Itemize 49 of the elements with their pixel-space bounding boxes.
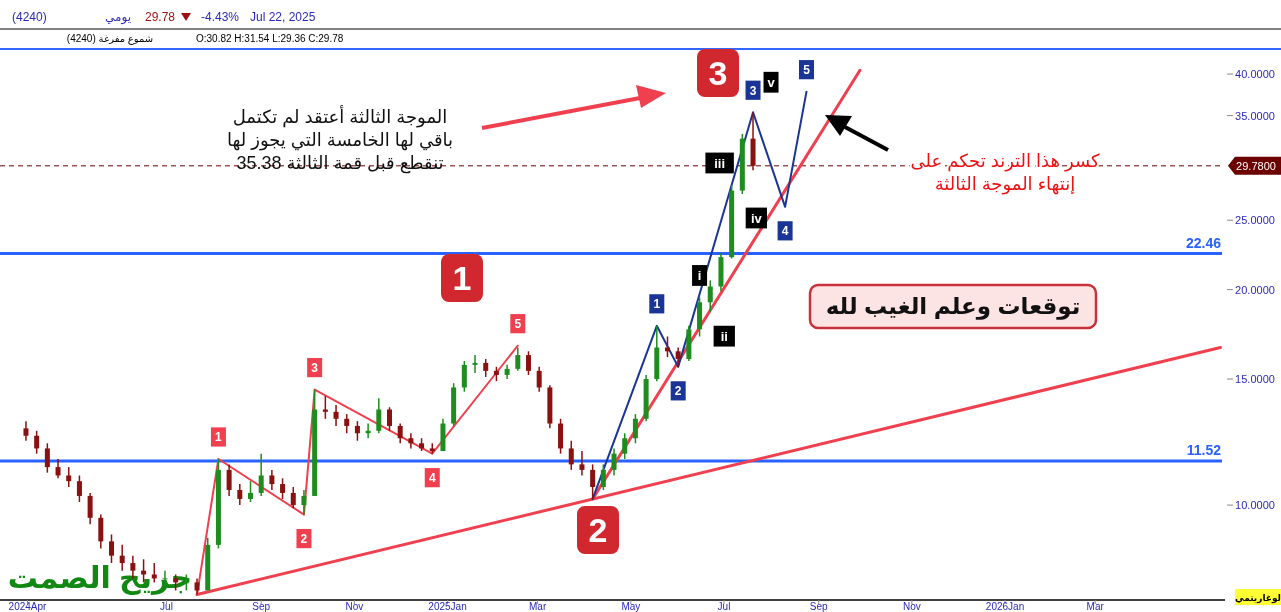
- y-tick-label: 15.0000: [1235, 373, 1275, 386]
- annotation: v: [767, 74, 776, 90]
- text: يومي: [105, 10, 131, 25]
- x-tick-label: 2026Jan: [985, 601, 1025, 612]
- y-tick-label: 35.0000: [1235, 109, 1275, 122]
- text: 29.78: [145, 10, 176, 24]
- annotation: 3: [311, 360, 319, 375]
- annotation: توقعات وعلم الغيب لله: [825, 293, 1081, 320]
- y-tick-label: 10.0000: [1235, 499, 1275, 512]
- annotation: ii: [720, 328, 728, 344]
- y-tick-label: 25.0000: [1235, 214, 1275, 227]
- annotation: i: [697, 268, 702, 284]
- annotation: 3: [749, 83, 757, 98]
- x-tick-label: Jul: [160, 601, 173, 612]
- annotation: 1: [653, 297, 661, 312]
- ref-line-label: 29.7800: [1236, 159, 1276, 172]
- annotation: 2: [300, 531, 308, 546]
- ref-line-label: 22.46: [1185, 234, 1222, 251]
- annotation: 2: [674, 384, 682, 399]
- x-tick-label: Mar: [529, 601, 547, 612]
- x-tick-label: Sep: [809, 601, 829, 612]
- x-tick-label: Mar: [1086, 601, 1105, 612]
- x-tick-label: 2024Apr: [8, 601, 48, 612]
- annotation: 2: [588, 511, 608, 549]
- annotation: الموجة الثالثة أعتقد لم تكتمل باقي لها الخامسة التي يجوز لها تنقطع قبل قمة الثالثة 35.38: [226, 105, 454, 174]
- annotation: iv: [750, 210, 763, 226]
- y-tick-label: 20.0000: [1235, 283, 1275, 296]
- annotation: 5: [514, 316, 522, 331]
- text: O:30.82 H:31.54 L:29.36 C:29.78: [196, 33, 344, 44]
- x-tick-label: Sep: [252, 601, 271, 612]
- x-tick-label: Jul: [717, 601, 731, 612]
- y-tick-label: 40.0000: [1235, 68, 1275, 81]
- ref-line-label: 11.52: [1186, 442, 1222, 459]
- annotation: 4: [428, 470, 436, 485]
- x-tick-label: 2025Jan: [428, 601, 467, 612]
- annotation: iii: [714, 155, 726, 171]
- annotation: 4: [781, 224, 789, 239]
- annotation: 3: [708, 54, 728, 92]
- text: شموع مفرغة (4240): [66, 33, 154, 45]
- x-tick-label: Nov: [902, 601, 921, 612]
- annotation: 5: [803, 62, 811, 77]
- text: (4240): [12, 10, 47, 24]
- text: لوغاريتمي: [1235, 593, 1281, 604]
- annotation: 1: [452, 259, 472, 297]
- x-tick-label: Nov: [345, 601, 364, 612]
- annotation: 1: [215, 430, 223, 445]
- text: -4.43%: [201, 10, 240, 24]
- text: Jul 22, 2025: [250, 10, 316, 24]
- x-tick-label: May: [621, 601, 641, 612]
